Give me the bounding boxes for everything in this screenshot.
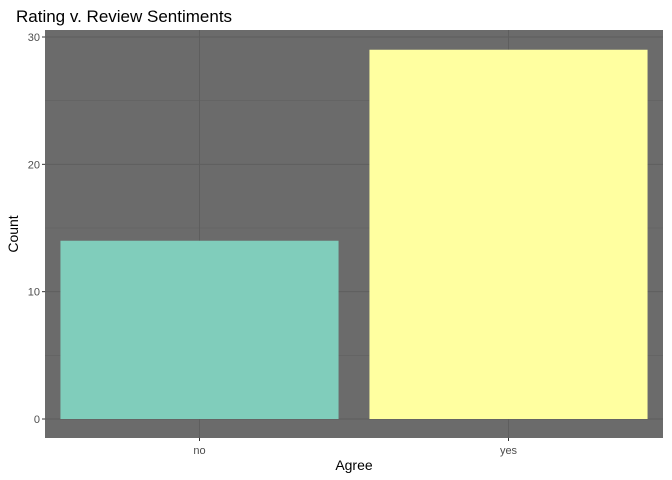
y-tick-label: 10 (28, 287, 40, 299)
y-tick-label: 30 (28, 32, 40, 44)
bar-no (60, 240, 339, 419)
bar-yes (369, 49, 648, 419)
x-axis-title: Agree (335, 457, 373, 473)
x-tick-label: no (193, 445, 205, 457)
y-axis-ticks: 0 10 20 30 (28, 32, 45, 426)
x-tick-label: yes (500, 445, 518, 457)
x-axis-ticks: no yes (193, 438, 518, 457)
y-tick-label: 0 (34, 414, 40, 426)
y-axis-title: Count (5, 215, 21, 252)
chart-title: Rating v. Review Sentiments (16, 7, 232, 26)
bars-group (60, 49, 648, 419)
y-tick-label: 20 (28, 159, 40, 171)
